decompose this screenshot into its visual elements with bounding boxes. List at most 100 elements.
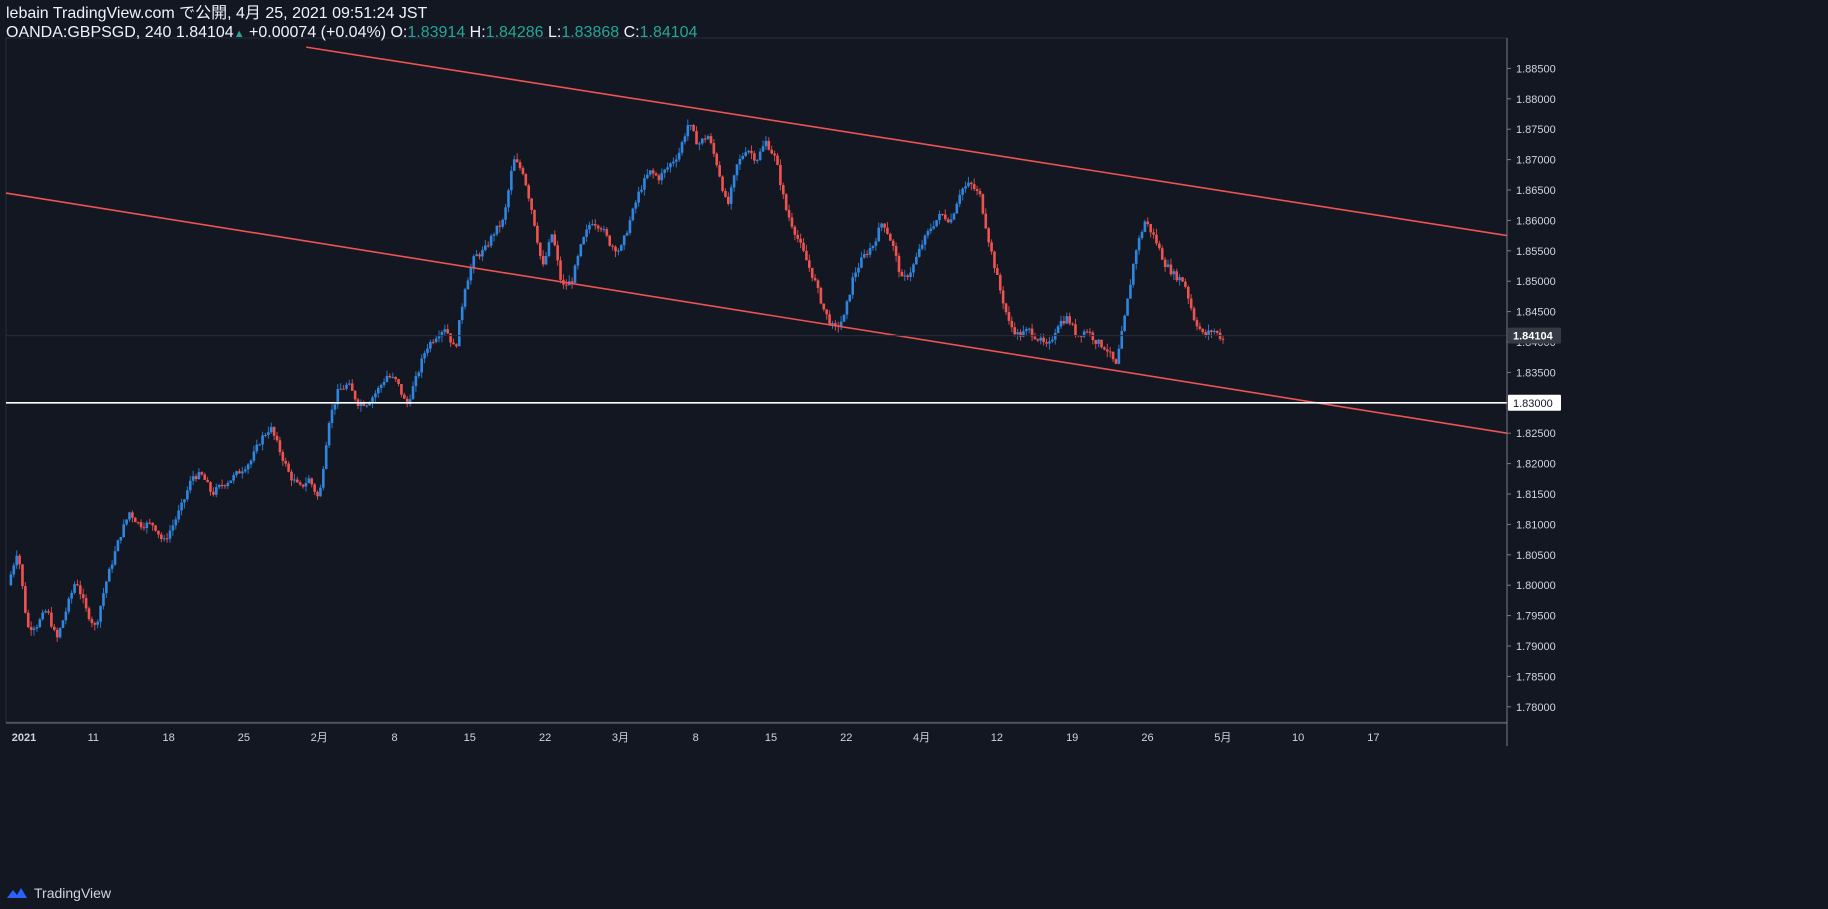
tradingview-logo-icon [7, 888, 27, 898]
candle-body [1071, 323, 1074, 325]
candle-body [243, 469, 247, 472]
candle-body [912, 264, 915, 273]
candle-body [1134, 250, 1138, 264]
candle-body [76, 584, 79, 586]
candle-body [727, 196, 730, 204]
candle-body [706, 136, 710, 140]
candle-body [796, 234, 800, 239]
candle-body [802, 242, 805, 251]
plot-area[interactable] [5, 37, 1508, 723]
candle-body [382, 381, 386, 385]
time-tick-label: 10 [1292, 732, 1304, 744]
candle-body [666, 167, 669, 170]
candle-body [943, 214, 947, 220]
support-price-label: 1.83000 [1513, 398, 1553, 410]
current-price-label: 1.84104 [1513, 331, 1554, 343]
candle-body [1204, 332, 1207, 336]
time-tick-label: 11 [88, 732, 99, 744]
candle-body [284, 460, 288, 464]
candle-body [1088, 331, 1092, 333]
plot-border [5, 37, 1508, 723]
candle-body [489, 235, 493, 246]
candle-body [614, 246, 617, 252]
candle-body [385, 375, 389, 382]
candle-body [729, 187, 733, 204]
candle-body [206, 479, 209, 483]
candle-body [926, 231, 930, 236]
candle-body [15, 555, 18, 566]
candle-body [955, 203, 959, 214]
candle-body [209, 482, 212, 492]
candle-body [1152, 232, 1155, 235]
candle-body [145, 522, 149, 528]
tradingview-brand[interactable]: TradingView [6, 885, 111, 901]
time-axis[interactable]: 2021 11 18 25 2月 8 15 22 3月 8 15 22 4月 12 19 26 5月 10 17 [6, 722, 1507, 744]
candle-body [61, 620, 65, 628]
candle-body [151, 522, 154, 526]
candle-body [58, 627, 62, 638]
candle-body [842, 314, 846, 322]
time-tick-label: 26 [1141, 732, 1153, 744]
candle-body [599, 228, 603, 230]
candle-body [1207, 330, 1210, 336]
candle-body [113, 551, 117, 565]
candle-body [423, 353, 426, 359]
candle-body [1172, 271, 1176, 275]
candle-body [1068, 316, 1071, 324]
candle-body [41, 612, 45, 620]
time-tick-label: 12 [991, 732, 1003, 744]
candle-body [350, 383, 354, 391]
candle-body [452, 342, 455, 345]
up-arrow-icon: ▲ [233, 28, 245, 40]
candle-body [107, 568, 111, 582]
candle-body [755, 159, 759, 161]
candle-body [579, 244, 583, 257]
time-tick-label: 2月 [311, 732, 328, 744]
candle-body [886, 227, 889, 234]
price-tick-label: 1.88000 [1516, 94, 1556, 106]
candle-body [883, 223, 886, 228]
candle-body [371, 397, 374, 404]
candle-body [559, 260, 562, 280]
candle-body [640, 189, 643, 192]
price-tick-label: 1.87500 [1516, 124, 1556, 136]
candle-body [967, 182, 970, 187]
candle-body [565, 284, 568, 286]
candle-body [333, 404, 337, 410]
candle-body [177, 510, 180, 520]
candle-body [269, 427, 273, 433]
candle-body [634, 202, 638, 209]
candle-body [1074, 324, 1077, 336]
candle-body [212, 491, 215, 495]
price-tick-label: 1.82500 [1516, 428, 1556, 440]
candle-body [139, 522, 143, 528]
price-tick-label: 1.81500 [1516, 489, 1556, 501]
candle-body [718, 165, 721, 177]
candle-body [909, 272, 912, 277]
candle-body [813, 277, 817, 281]
candle-body [226, 482, 230, 486]
candle-body [504, 207, 507, 220]
candle-body [495, 225, 499, 235]
candle-body [897, 255, 901, 272]
candle-body [1033, 336, 1037, 340]
candle-body [512, 159, 516, 171]
candle-body [1155, 234, 1158, 244]
candle-body [556, 245, 559, 261]
candle-body [750, 150, 753, 154]
candle-body [825, 309, 828, 315]
candle-body [434, 338, 438, 342]
candle-body [55, 629, 59, 638]
price-axis[interactable]: 1.88500 1.88000 1.87500 1.87000 1.86500 1.860… [1506, 38, 1561, 746]
candle-body [1016, 332, 1019, 335]
candle-body [1001, 290, 1005, 304]
candle-body [1039, 337, 1043, 341]
candle-body [319, 487, 322, 497]
candle-body [984, 213, 988, 229]
candle-body [1158, 243, 1161, 249]
candle-body [767, 140, 771, 150]
candle-body [819, 287, 823, 304]
candle-body [654, 173, 658, 176]
price-tick-label: 1.83500 [1516, 367, 1556, 379]
